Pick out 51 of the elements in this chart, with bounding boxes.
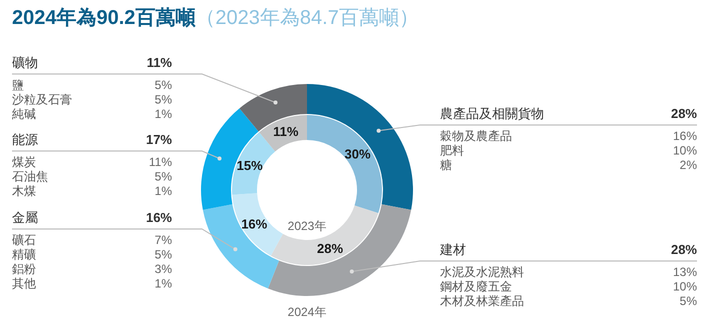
slice-label: 建材 <box>439 242 466 257</box>
category-label: 穀物及農產品 <box>440 129 512 143</box>
data-label: 1% <box>154 107 172 121</box>
data-label: 1% <box>154 184 172 198</box>
category-label: 鋼材及廢五金 <box>440 280 512 294</box>
chart-title: 2024年為90.2百萬噸 <box>12 7 196 29</box>
data-label: 17% <box>146 132 172 147</box>
category-label: 精礦 <box>12 248 36 262</box>
category-label: 其他 <box>12 276 36 290</box>
slice-label: 能源 <box>12 132 38 147</box>
data-label: 11% <box>273 124 299 140</box>
data-label: 5% <box>154 248 172 262</box>
category-label: 木煤 <box>12 184 36 198</box>
data-label: 5% <box>154 170 172 184</box>
data-label: 28% <box>670 106 698 121</box>
slice-label: 農產品及相關貨物 <box>440 106 544 121</box>
data-label: 7% <box>154 233 172 247</box>
data-label: 28% <box>670 242 698 257</box>
category-label: 礦石 <box>12 233 36 247</box>
slice-label: 礦物 <box>12 55 38 70</box>
slice-label: 2024年 <box>288 305 326 319</box>
category-label: 肥料 <box>440 144 464 158</box>
data-label: 10% <box>672 144 698 158</box>
data-label: 5% <box>154 92 172 106</box>
data-label: 11% <box>148 155 172 169</box>
data-label: 30% <box>344 146 372 162</box>
category-label: 石油焦 <box>12 170 48 184</box>
data-label: 1% <box>154 276 172 290</box>
chart-subtitle: （2023年為84.7百萬噸） <box>195 7 419 29</box>
data-label: 11% <box>146 55 172 70</box>
slice-label: 金屬 <box>12 210 38 225</box>
slice-label: 2023年 <box>288 219 326 233</box>
data-label: 2% <box>680 158 698 172</box>
data-label: 5% <box>154 78 172 92</box>
category-label: 木材及林業產品 <box>440 294 524 308</box>
category-label: 煤炭 <box>12 155 36 169</box>
category-label: 糖 <box>440 158 452 172</box>
data-label: 16% <box>241 216 268 232</box>
data-label: 28% <box>316 241 344 256</box>
category-label: 鋁粉 <box>12 262 36 276</box>
data-label: 10% <box>672 280 698 294</box>
category-label: 沙粒及石膏 <box>12 92 72 106</box>
data-label: 16% <box>146 210 172 225</box>
data-label: 13% <box>672 265 698 279</box>
category-label: 純碱 <box>12 107 36 121</box>
data-label: 3% <box>154 262 172 276</box>
category-label: 水泥及水泥熟料 <box>440 265 524 279</box>
data-label: 15% <box>236 158 264 174</box>
data-label: 5% <box>680 294 698 308</box>
data-label: 16% <box>672 129 698 143</box>
category-label: 鹽 <box>12 78 24 92</box>
